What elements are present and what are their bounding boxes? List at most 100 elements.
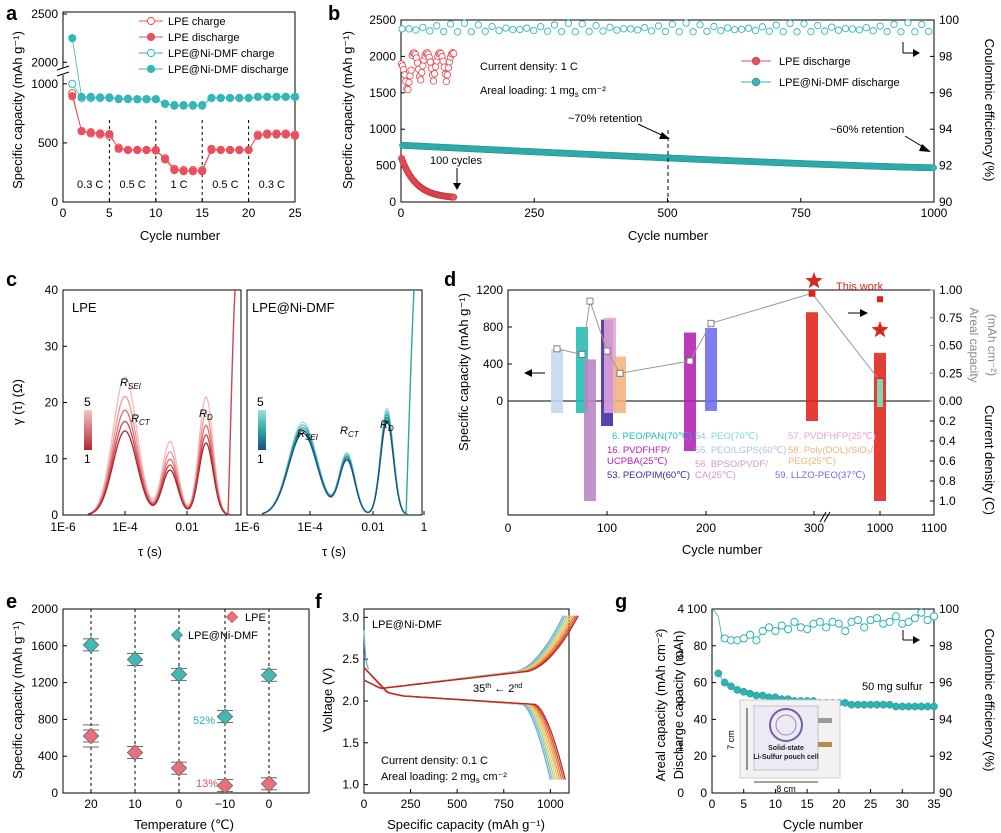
d-legend-item: 56. BPSO/PVDF/ (695, 459, 768, 470)
c-xtick-label: 1E-4 (297, 520, 323, 534)
a-point (170, 101, 179, 110)
g-areal-tick-label: 2 (677, 694, 684, 708)
g-ce-point (929, 612, 939, 621)
a-point (151, 146, 160, 155)
a-legend-label: LPE discharge (168, 32, 240, 44)
g-8cm: 8 cm (776, 784, 796, 794)
d-xtick-label: 0 (505, 521, 512, 535)
a-point (198, 101, 207, 110)
b-loading-unit: cm⁻² (579, 85, 607, 97)
g-ce-point (803, 625, 812, 634)
c-left-rct-sub: CT (139, 418, 151, 427)
f-initial-drop (363, 629, 370, 670)
b-ce-point (433, 22, 441, 30)
a-point (133, 145, 142, 155)
d-legend-item: 6. PEO/PAN(70℃) (612, 431, 692, 442)
b-lpe-point (450, 193, 458, 201)
b-legend-label: LPE discharge (779, 56, 851, 68)
d-y2tick-label: 0.00 (939, 394, 963, 408)
g-xtick-label: 0 (709, 797, 716, 811)
d-y2tick-label: 1.00 (939, 283, 963, 297)
c-ytick-label: 30 (45, 339, 59, 353)
a-point (142, 145, 151, 155)
b-ytick-label: 0 (389, 195, 396, 209)
b-ce-point (647, 27, 656, 35)
d-areal-point (553, 345, 561, 353)
g-ce-point (841, 626, 850, 636)
f-xtick-label: 500 (447, 797, 467, 811)
c-left-colorbar-5: 5 (84, 395, 91, 409)
g-ce-point (815, 617, 824, 626)
b-ytick-label: 500 (376, 159, 396, 173)
g-pouch-cell (753, 705, 819, 771)
g-ce-start (712, 608, 723, 639)
g-areal-tick-label: 4 (677, 602, 684, 616)
g-ce-point (885, 617, 894, 626)
panel-b: 0 250 500 750 1000 0 500 1000 1500 2000 2500 90 92 94… (340, 13, 997, 243)
e-ticks: 0 400 800 1200 1600 2000 20 10 0 −10 0 (31, 602, 272, 811)
a-point (225, 93, 235, 103)
b-annotation-loading: Areal loading: 1 mgs cm⁻² (480, 85, 606, 99)
d-ticks: 0 100 200 300 1000 1100 0 400 800 1200 0.00 0.25 0.5… (476, 283, 962, 535)
c-left-rct-r: R (131, 413, 139, 425)
c-left-rsei-r: R (120, 377, 128, 389)
g-xtick-label: 15 (800, 797, 814, 811)
c-right-frame (246, 289, 423, 516)
e-xtick-label: 10 (128, 797, 142, 811)
g-ytick-label: 20 (694, 749, 708, 763)
a-legend-label: LPE charge (168, 16, 225, 28)
b-annotation-70: ~70% retention (568, 113, 642, 125)
d-legend-item: 57. PVDFHFP(25℃) (788, 431, 876, 442)
c-left-rsei-sub: SEI (128, 382, 142, 391)
g-y2tick-label: 100 (939, 602, 959, 616)
b-100-arrow-head (453, 183, 461, 190)
b-annotation-density: Current density: 1 C (480, 61, 578, 73)
e-label-52: 52% (193, 715, 215, 727)
g-ylabel: Discharge capacity (mAh) (671, 631, 686, 780)
f-loading-main: Areal loading: 2 mg (381, 771, 476, 783)
b-xtick-label: 250 (524, 206, 544, 220)
b-ce-point (731, 25, 739, 34)
g-y2tick-label: 96 (939, 676, 953, 690)
c-right-rd-sub: D (388, 424, 394, 433)
c-right-colorbar-1: 1 (257, 452, 264, 466)
c-right-rd-r: R (380, 419, 388, 431)
a-point (68, 92, 77, 101)
g-ce-point (904, 617, 913, 626)
b-ce-point (550, 21, 559, 29)
b-ce-point (502, 24, 510, 32)
g-pouch-tab-2 (818, 742, 832, 747)
d-y3label: Current density (C) (982, 405, 997, 515)
a-legend-label: LPE@Ni-DMF charge (168, 48, 275, 60)
a-point (179, 101, 188, 110)
a-xtick-label: 5 (106, 206, 113, 220)
b-xtick-label: 750 (791, 206, 811, 220)
b-ce-point (654, 22, 663, 30)
e-ytick-label: 400 (38, 749, 58, 763)
b-lpe-ce-point (404, 85, 412, 94)
d-this-work: This work (836, 281, 884, 293)
d-legend-item: 54. PEO(70℃) (695, 431, 758, 442)
d-areal-point (603, 347, 611, 355)
c-curve (87, 430, 231, 516)
b-ce-point (737, 25, 746, 33)
f-curves (363, 615, 579, 780)
g-pouch-seal (769, 708, 803, 742)
b-legend-marker (751, 56, 761, 66)
c-left-rd-r: R (199, 408, 207, 420)
b-ce-point (564, 19, 573, 27)
g-areal-tick-label: 0 (677, 786, 684, 800)
a-point (281, 92, 290, 101)
b-lpe-ce-point (407, 66, 415, 74)
c-left-colorbar (84, 410, 92, 450)
b-ytick-label: 2500 (369, 13, 396, 27)
d-right-arrow-head (860, 309, 868, 317)
b-ce-point (640, 23, 649, 32)
panel-label-f: f (315, 591, 322, 613)
b-ce-point (571, 28, 579, 36)
f-cycles-arrow: ← 2 (491, 683, 514, 695)
d-areal-point (707, 319, 715, 327)
a-legend-marker (146, 64, 156, 74)
b-ce-point (543, 27, 552, 35)
g-y2tick-label: 98 (939, 639, 953, 653)
